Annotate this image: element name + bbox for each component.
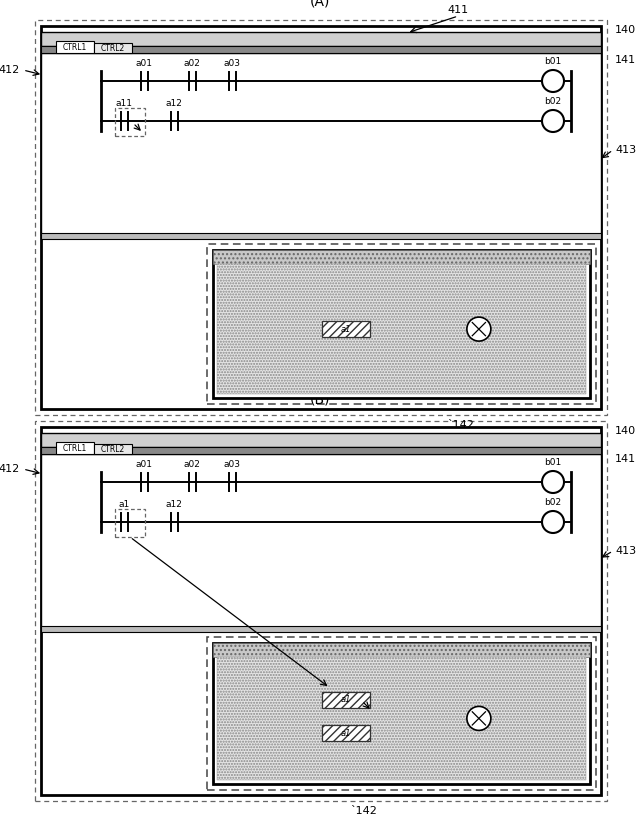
Text: CTRL2: CTRL2 [101,444,125,453]
Bar [56,41,94,53]
Bar [41,26,601,409]
Text: a03: a03 [223,460,241,469]
Text: a1: a1 [118,500,130,509]
Text: a12: a12 [166,500,182,509]
Text: 412: 412 [0,65,20,75]
Bar [41,447,601,454]
Text: 140: 140 [615,25,636,35]
Text: a03: a03 [223,59,241,68]
Text: a01: a01 [136,460,152,469]
Circle shape [467,706,491,731]
Text: CTRL1: CTRL1 [63,443,87,452]
Text: a02: a02 [184,59,200,68]
Text: 411: 411 [448,5,469,15]
Text: b02: b02 [545,498,561,507]
Text: 141: 141 [615,454,636,464]
Circle shape [542,511,564,533]
Bar [56,442,94,454]
Bar [94,43,132,53]
Circle shape [542,70,564,92]
Bar [41,427,601,795]
Bar [322,692,370,708]
Bar [35,421,607,801]
Bar [212,643,590,784]
Bar [216,657,586,780]
Circle shape [542,110,564,132]
Bar [41,46,601,53]
Text: a11: a11 [115,99,132,108]
Text: 140: 140 [615,426,636,436]
Bar [35,20,607,415]
Bar [115,108,145,136]
Bar [41,32,601,46]
Text: (A): (A) [310,0,330,8]
Text: a01: a01 [136,59,152,68]
Text: 141: 141 [615,55,636,65]
Bar [322,321,370,337]
Text: b02: b02 [545,97,561,106]
Text: b01: b01 [545,57,562,66]
Text: (B): (B) [310,392,330,406]
Bar [207,637,596,790]
Text: a02: a02 [184,460,200,469]
Text: CTRL2: CTRL2 [101,44,125,53]
Text: `142: `142 [447,420,474,430]
Bar [207,244,596,404]
Bar [41,233,601,239]
Bar [115,509,145,537]
Text: 412: 412 [0,464,20,474]
Bar [41,454,601,628]
Text: 413: 413 [615,145,636,155]
Bar [216,264,586,394]
Text: `142: `142 [349,806,376,816]
Text: CTRL1: CTRL1 [63,43,87,52]
Text: a1: a1 [340,324,351,333]
Bar [41,53,601,235]
Bar [212,250,590,398]
Bar [212,643,590,657]
Text: 413: 413 [615,546,636,556]
Circle shape [542,471,564,493]
Bar [41,626,601,632]
Circle shape [467,317,491,341]
Text: b01: b01 [545,458,562,467]
Text: a12: a12 [166,99,182,108]
Bar [212,250,590,264]
Bar [322,725,370,741]
Bar [41,433,601,447]
Bar [94,444,132,454]
Text: a1: a1 [340,695,351,704]
Text: a1: a1 [340,729,351,738]
